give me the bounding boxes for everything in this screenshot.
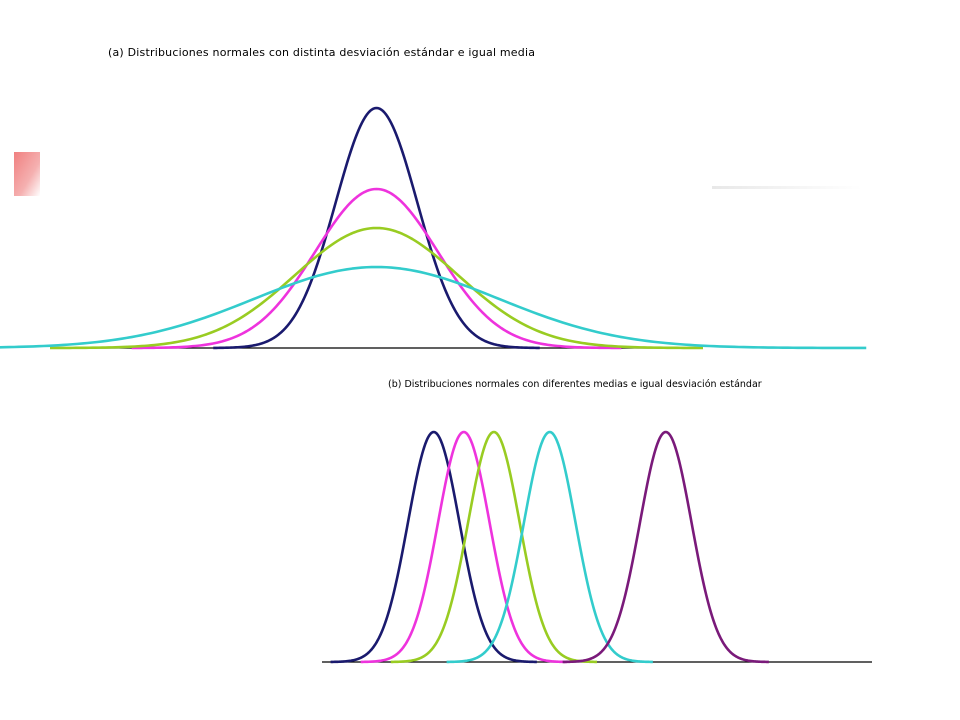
chart-a-series-2-curve (49, 226, 704, 350)
chart-b-series-4-curve (562, 430, 770, 664)
chart-a-series-3-curve (0, 265, 867, 350)
chart-a-series-1-curve (131, 187, 622, 350)
chart-a (0, 106, 867, 350)
decorative-accent-bar (14, 152, 40, 196)
decorative-divider-line (712, 186, 862, 189)
chart-a-series-0-curve (213, 106, 540, 350)
chart-b-series-1-curve (360, 430, 568, 664)
chart-b (322, 430, 872, 664)
chart-b-series-0-curve (330, 430, 538, 664)
chart-b-series-3-curve (446, 430, 654, 664)
chart-a-title: (a) Distribuciones normales con distinta… (108, 46, 536, 59)
chart-b-title: (b) Distribuciones normales con diferent… (388, 379, 762, 390)
chart-b-series-2-curve (390, 430, 598, 664)
